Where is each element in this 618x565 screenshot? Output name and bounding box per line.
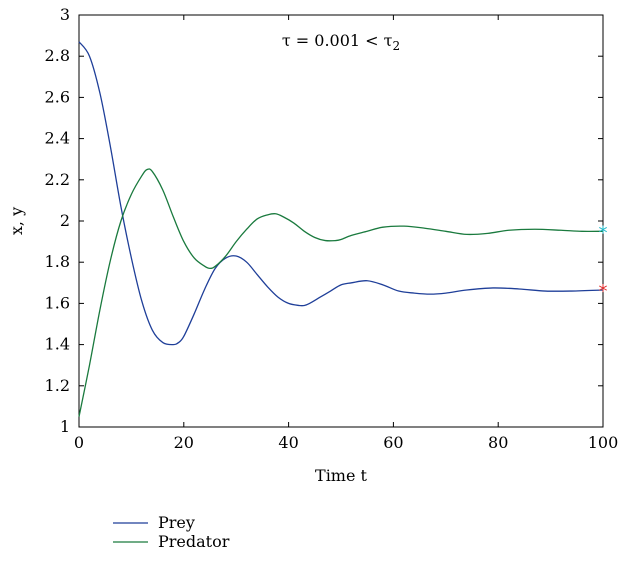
y-tick-label: 1.6 [45,293,70,312]
x-tick-label: 20 [174,433,194,452]
y-tick-label: 2.6 [45,87,70,106]
x-tick-label: 100 [588,433,618,452]
y-tick-label: 3 [60,5,70,24]
axis-ticks: 0 20 40 60 80 100 1 1.2 1.4 1.6 1.8 2 2.2 2.4 2.6 2.8 3 [45,5,618,452]
x-tick-label: 80 [488,433,508,452]
x-tick-label: 60 [383,433,403,452]
legend-label-predator: Predator [158,532,230,551]
y-tick-label: 2.8 [45,46,70,65]
x-axis-label: Time t [315,466,368,485]
y-tick-label: 2.2 [45,170,70,189]
plot-frame [78,14,604,428]
end-marker-predator: * [599,222,608,243]
y-tick-label: 1.8 [45,252,70,271]
y-axis-label: x, y [7,207,26,235]
x-tick-label: 0 [74,433,84,452]
end-markers: ** [599,222,608,302]
y-tick-label: 2.4 [45,129,70,148]
end-marker-prey: * [599,281,608,302]
series-line-predator [78,168,604,417]
y-tick-label: 1.2 [45,376,70,395]
series-line-prey [78,41,604,346]
annotation-label: τ = 0.001 < τ2 [282,31,400,53]
series-layer [78,41,604,417]
y-tick-label: 1.4 [45,335,70,354]
legend-label-prey: Prey [158,513,195,532]
x-tick-label: 40 [278,433,298,452]
y-tick-label: 1 [60,417,70,436]
y-tick-label: 2 [60,211,70,230]
